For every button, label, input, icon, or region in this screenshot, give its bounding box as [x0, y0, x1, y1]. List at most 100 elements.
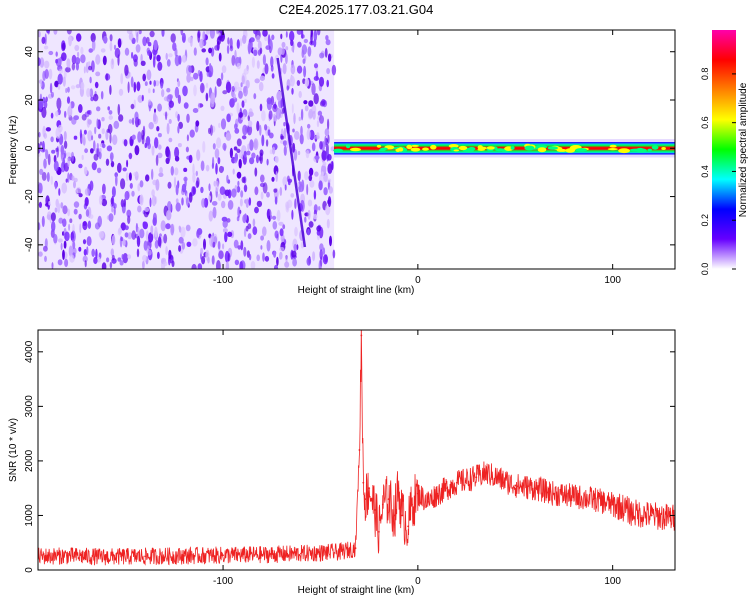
- noise-cell: [300, 125, 303, 136]
- noise-cell: [157, 61, 163, 71]
- signal-cell: [524, 145, 535, 151]
- noise-cell: [148, 88, 151, 94]
- noise-cell: [80, 81, 85, 90]
- snr-point: [611, 503, 614, 506]
- noise-cell: [313, 63, 319, 69]
- noise-cell: [241, 75, 245, 85]
- noise-cell: [120, 178, 126, 190]
- colorbar-tick-label: 0.2: [700, 214, 710, 227]
- noise-cell: [308, 167, 314, 176]
- noise-cell: [306, 257, 312, 266]
- noise-cell: [48, 68, 53, 80]
- noise-cell: [110, 248, 115, 256]
- noise-cell: [225, 132, 232, 141]
- noise-cell: [154, 108, 156, 113]
- noise-cell: [168, 249, 172, 260]
- noise-cell: [215, 180, 219, 192]
- noise-cell: [78, 193, 83, 198]
- signal-cell: [422, 147, 429, 151]
- noise-cell: [142, 36, 147, 47]
- noise-cell: [141, 134, 145, 145]
- spectrogram-ylabel: Frequency (Hz): [8, 116, 19, 185]
- noise-cell: [158, 172, 164, 177]
- snr-point: [105, 556, 108, 558]
- noise-cell: [240, 240, 244, 251]
- noise-cell: [243, 68, 249, 75]
- noise-cell: [124, 232, 129, 238]
- noise-cell: [129, 182, 133, 189]
- noise-cell: [271, 176, 275, 182]
- noise-cell: [280, 33, 283, 40]
- noise-cell: [96, 106, 101, 112]
- noise-cell: [272, 221, 278, 230]
- noise-cell: [87, 119, 92, 125]
- snr-ytick-label: 0: [24, 567, 35, 573]
- noise-cell: [266, 191, 270, 198]
- noise-cell: [243, 150, 247, 158]
- noise-cell: [178, 245, 182, 252]
- noise-cell: [41, 171, 47, 181]
- noise-cell: [66, 152, 72, 157]
- noise-cell: [60, 144, 65, 155]
- noise-cell: [312, 251, 316, 262]
- noise-cell: [190, 37, 193, 47]
- noise-cell: [130, 103, 135, 110]
- noise-cell: [239, 38, 243, 47]
- signal-cell: [398, 147, 404, 152]
- noise-cell: [38, 131, 41, 138]
- noise-cell: [158, 144, 162, 150]
- noise-cell: [215, 163, 218, 175]
- snr-point: [374, 509, 376, 511]
- noise-cell: [58, 217, 64, 224]
- signal-cell: [453, 149, 460, 152]
- noise-cell: [45, 149, 49, 160]
- noise-cell: [67, 208, 70, 217]
- noise-cell: [148, 122, 154, 130]
- noise-cell: [285, 31, 288, 38]
- noise-cell: [227, 200, 234, 210]
- noise-cell: [128, 172, 132, 181]
- noise-cell: [118, 88, 124, 96]
- noise-cell: [128, 32, 134, 41]
- noise-cell: [300, 199, 305, 212]
- noise-cell: [47, 30, 50, 35]
- noise-cell: [120, 237, 124, 242]
- noise-cell: [212, 156, 215, 169]
- noise-cell: [91, 248, 95, 257]
- noise-cell: [216, 78, 222, 87]
- noise-cell: [40, 81, 43, 88]
- noise-cell: [157, 133, 162, 138]
- noise-cell: [126, 159, 129, 168]
- noise-cell: [308, 108, 314, 119]
- noise-cell: [145, 230, 149, 242]
- noise-cell: [142, 73, 146, 82]
- noise-cell: [189, 129, 195, 138]
- noise-cell: [303, 65, 307, 78]
- noise-cell: [324, 128, 330, 137]
- noise-cell: [270, 56, 274, 68]
- noise-cell: [110, 197, 113, 205]
- noise-cell: [109, 84, 112, 95]
- noise-cell: [138, 30, 142, 35]
- noise-cell: [287, 199, 293, 208]
- signal-cell: [478, 146, 487, 150]
- noise-cell: [69, 101, 72, 113]
- noise-cell: [312, 213, 318, 220]
- noise-cell: [324, 254, 328, 263]
- noise-cell: [327, 178, 332, 183]
- noise-cell: [329, 235, 332, 247]
- noise-cell: [233, 158, 238, 164]
- noise-cell: [193, 84, 197, 97]
- noise-cell: [293, 243, 297, 252]
- noise-cell: [117, 38, 122, 48]
- noise-cell: [319, 115, 324, 124]
- noise-cell: [196, 149, 201, 161]
- snr-point: [592, 498, 595, 500]
- noise-cell: [175, 198, 179, 204]
- noise-cell: [238, 112, 244, 118]
- noise-cell: [186, 241, 192, 247]
- noise-cell: [139, 180, 144, 188]
- noise-cell: [78, 104, 83, 113]
- noise-cell: [285, 53, 288, 65]
- noise-cell: [201, 198, 206, 208]
